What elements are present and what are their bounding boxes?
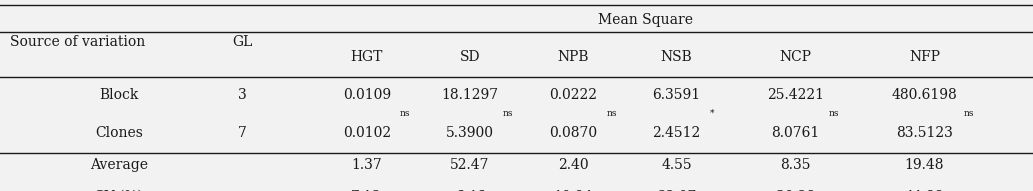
Text: 0.0109: 0.0109 — [343, 87, 390, 102]
Text: 3: 3 — [239, 87, 247, 102]
Text: 7.12: 7.12 — [351, 190, 382, 191]
Text: 8.0761: 8.0761 — [772, 126, 819, 140]
Text: ns: ns — [964, 109, 974, 118]
Text: Clones: Clones — [95, 126, 143, 140]
Text: NCP: NCP — [780, 50, 811, 64]
Text: 8.35: 8.35 — [780, 158, 811, 172]
Text: Source of variation: Source of variation — [10, 35, 146, 49]
Text: HGT: HGT — [350, 50, 383, 64]
Text: 1.37: 1.37 — [351, 158, 382, 172]
Text: 2.4512: 2.4512 — [653, 126, 700, 140]
Text: *: * — [710, 109, 714, 118]
Text: 25.4221: 25.4221 — [766, 87, 824, 102]
Text: 19.48: 19.48 — [905, 158, 944, 172]
Text: ns: ns — [828, 109, 839, 118]
Text: ns: ns — [503, 109, 513, 118]
Text: NPB: NPB — [558, 50, 589, 64]
Text: 4.55: 4.55 — [661, 158, 692, 172]
Text: 30.28: 30.28 — [776, 190, 815, 191]
Text: 0.0870: 0.0870 — [550, 126, 597, 140]
Text: 10.94: 10.94 — [554, 190, 593, 191]
Text: ns: ns — [606, 109, 617, 118]
Text: 0.0102: 0.0102 — [343, 126, 390, 140]
Text: ns: ns — [400, 109, 410, 118]
Text: SD: SD — [460, 50, 480, 64]
Text: 6.3591: 6.3591 — [653, 87, 700, 102]
Text: NSB: NSB — [661, 50, 692, 64]
Text: NFP: NFP — [909, 50, 940, 64]
Text: 44.88: 44.88 — [905, 190, 944, 191]
Text: 480.6198: 480.6198 — [891, 87, 958, 102]
Text: 22.07: 22.07 — [657, 190, 696, 191]
Text: 7: 7 — [239, 126, 247, 140]
Text: 0.0222: 0.0222 — [550, 87, 597, 102]
Text: Average: Average — [90, 158, 148, 172]
Text: 2.40: 2.40 — [558, 158, 589, 172]
Text: Mean Square: Mean Square — [598, 13, 693, 27]
Text: 83.5123: 83.5123 — [896, 126, 953, 140]
Text: CV (%): CV (%) — [94, 190, 144, 191]
Text: 6.46: 6.46 — [455, 190, 486, 191]
Text: GL: GL — [232, 35, 253, 49]
Text: 18.1297: 18.1297 — [441, 87, 499, 102]
Text: 52.47: 52.47 — [450, 158, 490, 172]
Text: Block: Block — [99, 87, 138, 102]
Text: 5.3900: 5.3900 — [446, 126, 494, 140]
